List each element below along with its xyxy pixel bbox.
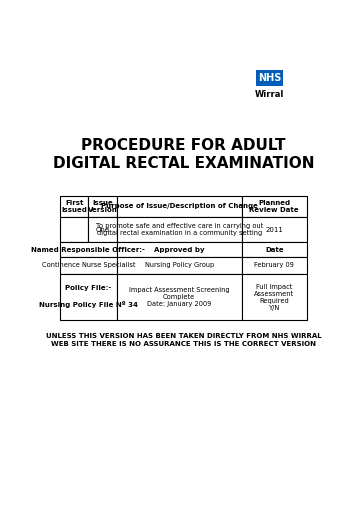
Text: Purpose of Issue/Description of Change: Purpose of Issue/Description of Change	[101, 203, 258, 209]
Text: Wirral: Wirral	[255, 90, 284, 99]
Bar	[256, 70, 284, 86]
Bar	[242, 242, 307, 257]
Text: Nursing Policy Group: Nursing Policy Group	[145, 262, 214, 268]
Text: 2011: 2011	[265, 227, 283, 233]
Bar	[117, 274, 242, 320]
Text: Impact Assessment Screening
Complete
Date: January 2009: Impact Assessment Screening Complete Dat…	[129, 287, 229, 307]
Text: Nursing Policy File Nº 34: Nursing Policy File Nº 34	[39, 301, 138, 308]
Text: Full Impact
Assessment
Required
Y/N: Full Impact Assessment Required Y/N	[254, 283, 294, 310]
Text: Approved by: Approved by	[154, 246, 204, 252]
Bar	[60, 196, 88, 217]
Bar	[242, 196, 307, 217]
Bar	[60, 242, 117, 257]
Text: First
Issued: First Issued	[61, 200, 87, 213]
Text: Continence Nurse Specialist: Continence Nurse Specialist	[42, 262, 135, 268]
Text: One: One	[96, 227, 110, 233]
Bar	[88, 217, 117, 242]
Bar	[117, 242, 242, 257]
Text: Named Responsible Officer:-: Named Responsible Officer:-	[32, 246, 145, 252]
Text: NHS: NHS	[258, 73, 281, 83]
Text: UNLESS THIS VERSION HAS BEEN TAKEN DIRECTLY FROM NHS WIRRAL
WEB SITE THERE IS NO: UNLESS THIS VERSION HAS BEEN TAKEN DIREC…	[46, 333, 321, 347]
Bar	[242, 274, 307, 320]
Bar	[117, 217, 242, 242]
Text: Planned
Review Date: Planned Review Date	[250, 200, 299, 213]
Bar	[117, 196, 242, 217]
Text: To promote safe and effective care in carrying out
digital rectal examination in: To promote safe and effective care in ca…	[96, 223, 263, 236]
Bar	[88, 196, 117, 217]
Text: Date: Date	[265, 246, 284, 252]
Bar	[60, 274, 117, 320]
Text: February 09: February 09	[254, 262, 294, 268]
Text: Issue
Version: Issue Version	[88, 200, 117, 213]
Bar	[242, 217, 307, 242]
Bar	[117, 257, 242, 274]
Text: PROCEDURE FOR ADULT
DIGITAL RECTAL EXAMINATION: PROCEDURE FOR ADULT DIGITAL RECTAL EXAMI…	[53, 138, 314, 171]
Text: Policy File:-: Policy File:-	[65, 285, 112, 292]
Bar	[242, 257, 307, 274]
Bar	[60, 217, 88, 242]
Bar	[60, 257, 117, 274]
